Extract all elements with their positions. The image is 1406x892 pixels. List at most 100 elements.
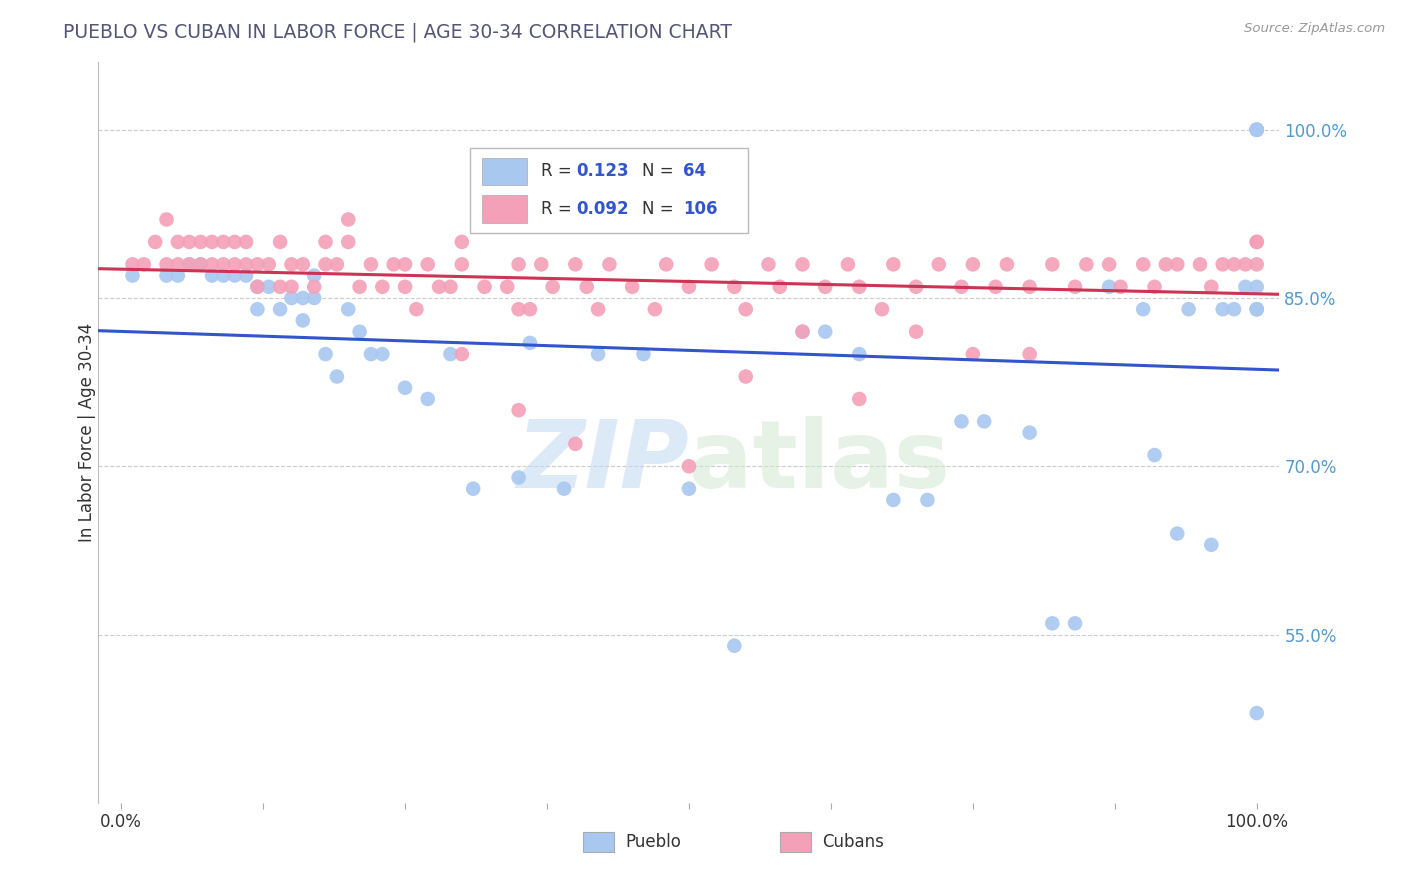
- Point: [326, 369, 349, 384]
- Point: [371, 280, 394, 294]
- Text: PUEBLO VS CUBAN IN LABOR FORCE | AGE 30-34 CORRELATION CHART: PUEBLO VS CUBAN IN LABOR FORCE | AGE 30-…: [63, 22, 733, 42]
- Point: [257, 257, 280, 271]
- Point: [1076, 257, 1098, 271]
- Point: [167, 235, 190, 249]
- Point: [882, 492, 904, 507]
- Text: R =: R =: [541, 200, 578, 218]
- Text: 0.123: 0.123: [576, 162, 630, 180]
- Point: [837, 257, 859, 271]
- Point: [394, 381, 416, 395]
- Point: [450, 257, 472, 271]
- Point: [962, 347, 984, 361]
- Point: [950, 414, 973, 428]
- Point: [644, 302, 666, 317]
- FancyBboxPatch shape: [471, 147, 748, 233]
- Point: [360, 347, 382, 361]
- Point: [474, 280, 496, 294]
- Point: [315, 347, 337, 361]
- Point: [586, 347, 609, 361]
- Point: [1018, 280, 1040, 294]
- Point: [179, 257, 201, 271]
- Point: [1246, 706, 1268, 720]
- Point: [678, 280, 700, 294]
- Point: [190, 235, 212, 249]
- Point: [1223, 302, 1246, 317]
- Point: [1018, 425, 1040, 440]
- Point: [553, 482, 575, 496]
- Point: [814, 325, 837, 339]
- Point: [723, 280, 745, 294]
- Point: [349, 325, 371, 339]
- Point: [132, 257, 155, 271]
- Point: [700, 257, 723, 271]
- Point: [337, 235, 360, 249]
- Point: [633, 347, 655, 361]
- Point: [416, 392, 439, 406]
- Point: [848, 347, 870, 361]
- Point: [155, 212, 177, 227]
- Point: [792, 325, 814, 339]
- Point: [416, 257, 439, 271]
- Point: [280, 257, 302, 271]
- Point: [1154, 257, 1177, 271]
- Point: [508, 257, 530, 271]
- Point: [1234, 257, 1257, 271]
- Point: [1246, 302, 1268, 317]
- Point: [792, 325, 814, 339]
- Text: R =: R =: [541, 162, 578, 180]
- Point: [439, 280, 461, 294]
- Point: [814, 280, 837, 294]
- Point: [1212, 257, 1234, 271]
- Point: [1040, 616, 1063, 631]
- Point: [201, 268, 224, 283]
- Point: [179, 257, 201, 271]
- Point: [326, 257, 349, 271]
- Point: [758, 257, 780, 271]
- Point: [235, 268, 257, 283]
- Point: [291, 291, 314, 305]
- Point: [1234, 280, 1257, 294]
- Point: [167, 268, 190, 283]
- Point: [315, 257, 337, 271]
- Point: [1143, 280, 1166, 294]
- Point: [302, 291, 325, 305]
- Point: [598, 257, 620, 271]
- FancyBboxPatch shape: [482, 195, 527, 222]
- Point: [973, 414, 995, 428]
- Point: [1246, 122, 1268, 136]
- Point: [905, 280, 928, 294]
- Point: [655, 257, 678, 271]
- Point: [575, 280, 598, 294]
- Point: [734, 369, 756, 384]
- Point: [541, 280, 564, 294]
- Point: [1064, 616, 1087, 631]
- Point: [235, 235, 257, 249]
- Point: [1064, 280, 1087, 294]
- Point: [870, 302, 893, 317]
- Point: [564, 437, 586, 451]
- Point: [121, 268, 143, 283]
- Point: [349, 280, 371, 294]
- Point: [678, 459, 700, 474]
- Point: [439, 347, 461, 361]
- Point: [508, 403, 530, 417]
- Point: [519, 335, 541, 350]
- Text: ZIP: ZIP: [516, 417, 689, 508]
- FancyBboxPatch shape: [482, 158, 527, 185]
- Point: [950, 280, 973, 294]
- Point: [848, 392, 870, 406]
- Point: [337, 302, 360, 317]
- Point: [769, 280, 792, 294]
- Point: [1246, 235, 1268, 249]
- Point: [1166, 526, 1188, 541]
- Point: [450, 235, 472, 249]
- Point: [246, 280, 269, 294]
- Point: [848, 280, 870, 294]
- Point: [224, 257, 246, 271]
- Point: [1246, 280, 1268, 294]
- Point: [280, 280, 302, 294]
- Point: [394, 257, 416, 271]
- Point: [678, 482, 700, 496]
- Point: [1212, 302, 1234, 317]
- Point: [269, 302, 291, 317]
